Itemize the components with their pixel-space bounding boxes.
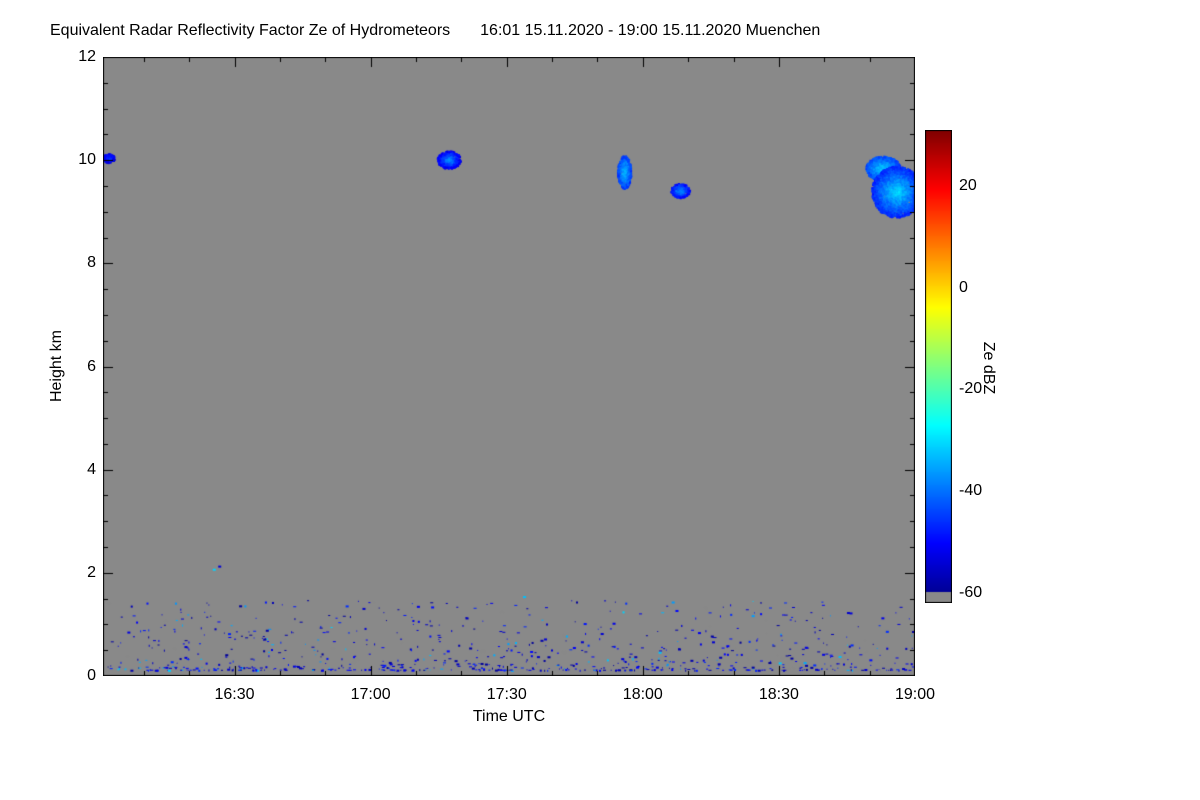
colorbar-tick-label: -20	[959, 380, 983, 398]
y-tick-label: 12	[78, 48, 96, 65]
x-tick-label: 18:00	[622, 686, 663, 703]
y-tick-label: 8	[87, 254, 96, 272]
y-tick-label: 2	[87, 563, 96, 581]
chart-title: Equivalent Radar Reflectivity Factor Ze …	[50, 22, 820, 40]
x-tick-label: 19:00	[894, 686, 936, 703]
x-tick-label: 18:30	[758, 686, 799, 703]
x-tick-label: 17:30	[486, 686, 527, 703]
y-tick-label: 0	[87, 667, 96, 684]
y-axis-label: Height km	[48, 329, 65, 403]
x-axis-label: Time UTC	[472, 708, 546, 725]
x-tick-label: 17:00	[350, 686, 391, 703]
x-tick-label: 16:30	[214, 686, 255, 703]
colorbar-tick-label: 0	[959, 278, 968, 296]
colorbar	[925, 130, 952, 603]
colorbar-label: Ze dBZ	[980, 341, 997, 395]
y-tick-label: 10	[78, 151, 96, 169]
y-tick-label: 6	[87, 357, 96, 375]
colorbar-tick-label: -40	[959, 482, 983, 500]
y-tick-label: 4	[87, 460, 96, 478]
chart-title-main: Equivalent Radar Reflectivity Factor Ze …	[50, 22, 451, 39]
heatmap-plot	[103, 57, 915, 676]
chart-title-range: 16:01 15.11.2020 - 19:00 15.11.2020 Muen…	[480, 22, 821, 39]
colorbar-tick-label: -60	[959, 583, 983, 601]
colorbar-tick-label: 20	[959, 176, 977, 194]
